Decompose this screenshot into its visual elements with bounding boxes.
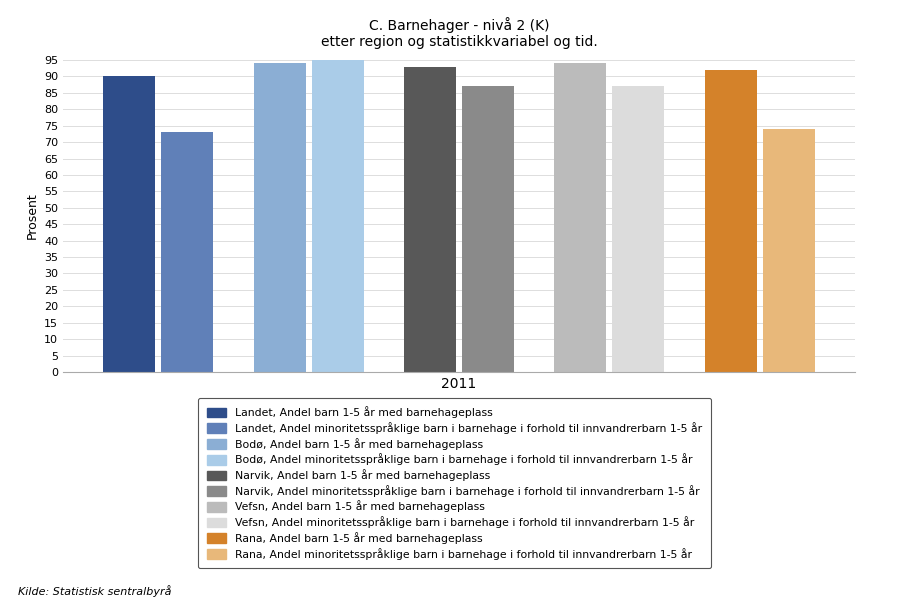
Bar [161,132,213,372]
Y-axis label: Prosent: Prosent [25,193,39,239]
Bar [404,67,456,372]
Bar [762,129,814,372]
Bar [462,86,514,372]
Bar [554,63,607,372]
Title: C. Barnehager - nivå 2 (K)
etter region og statistikkvariabel og tid.: C. Barnehager - nivå 2 (K) etter region … [320,17,598,49]
Legend: Landet, Andel barn 1-5 år med barnehageplass, Landet, Andel minoritetsspråklige : Landet, Andel barn 1-5 år med barnehagep… [198,398,711,568]
Bar [612,86,664,372]
Bar [254,63,306,372]
Bar [311,57,364,372]
Bar [705,70,757,372]
Text: Kilde: Statistisk sentralbyrå: Kilde: Statistisk sentralbyrå [18,585,172,597]
Bar [104,76,156,372]
